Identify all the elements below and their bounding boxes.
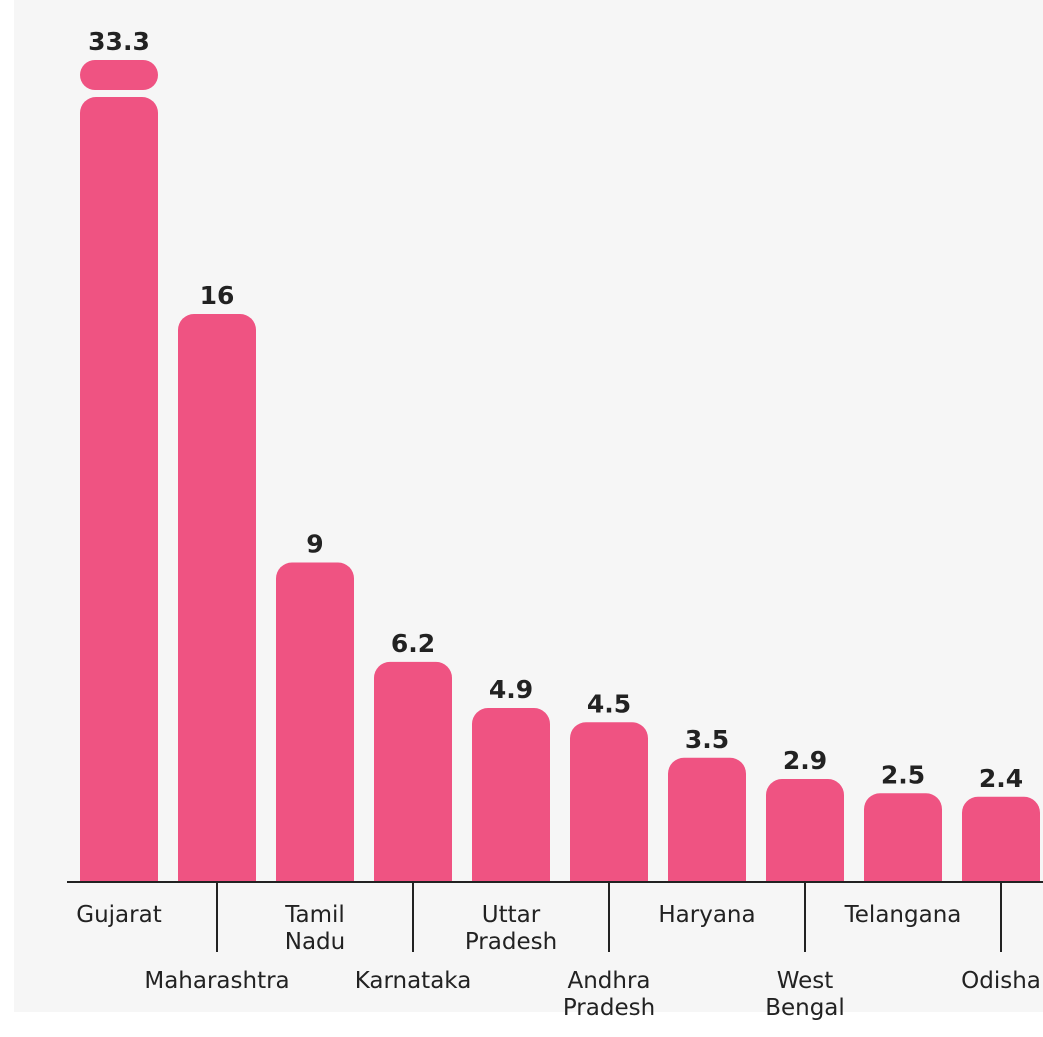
bar-tamil-nadu: [276, 562, 354, 898]
value-label-uttar-pradesh: 4.9: [489, 675, 533, 704]
value-label-tamil-nadu: 9: [306, 530, 323, 559]
category-label-karnataka: Karnataka: [355, 968, 472, 994]
value-label-west-bengal: 2.9: [783, 746, 827, 775]
bar-odisha: [962, 796, 1040, 898]
value-label-telangana: 2.5: [881, 760, 925, 789]
category-label-maharashtra: Maharashtra: [144, 968, 289, 994]
bar-karnataka: [374, 661, 452, 898]
value-label-gujarat: 33.3: [88, 27, 150, 56]
category-label-west-bengal: West Bengal: [765, 968, 845, 1021]
category-label-telangana: Telangana: [844, 902, 962, 928]
bar-telangana: [864, 793, 942, 898]
bar-west-bengal: [766, 779, 844, 898]
value-label-haryana: 3.5: [685, 725, 729, 754]
category-label-uttar-pradesh: Uttar Pradesh: [465, 902, 557, 955]
value-label-andhra-pradesh: 4.5: [587, 689, 631, 718]
bar-gujarat: [80, 97, 158, 898]
bar-haryana: [668, 757, 746, 898]
baseline-mask: [14, 882, 1043, 1012]
category-label-tamil-nadu: Tamil Nadu: [284, 902, 345, 955]
category-label-odisha: Odisha: [961, 968, 1041, 994]
value-label-maharashtra: 16: [200, 281, 235, 310]
category-label-andhra-pradesh: Andhra Pradesh: [563, 968, 655, 1021]
bar-uttar-pradesh: [472, 708, 550, 898]
value-label-odisha: 2.4: [979, 764, 1023, 793]
bar-andhra-pradesh: [570, 722, 648, 898]
category-label-haryana: Haryana: [658, 902, 755, 928]
bar-gujarat-cap: [80, 60, 158, 90]
bar-maharashtra: [178, 314, 256, 898]
category-label-gujarat: Gujarat: [76, 902, 161, 928]
value-label-karnataka: 6.2: [391, 629, 435, 658]
